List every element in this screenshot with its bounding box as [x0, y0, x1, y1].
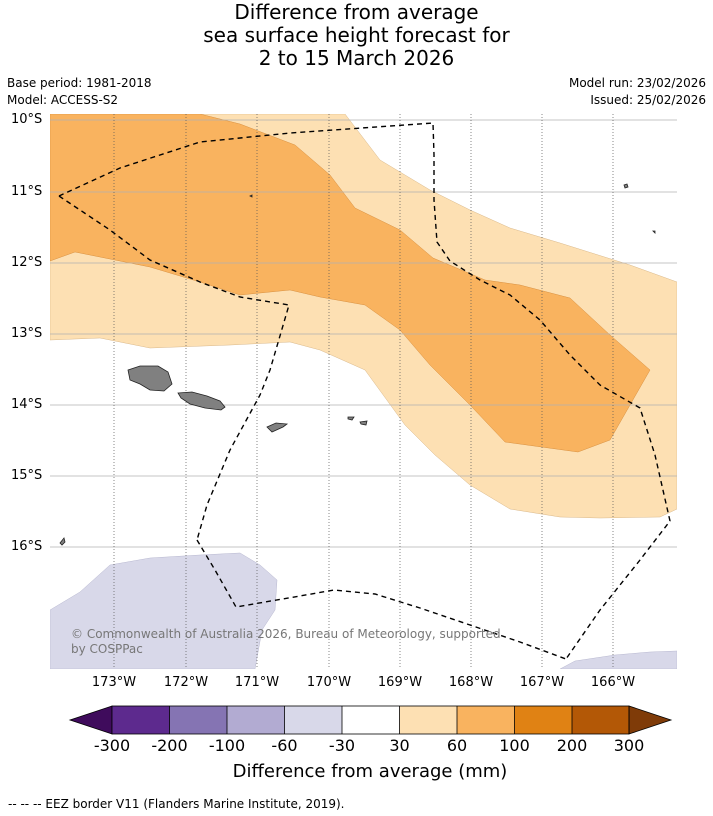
- lon-label-166w: 166°W: [590, 675, 636, 690]
- base-period: Base period: 1981-2018: [7, 76, 152, 90]
- lat-label-12s: 12°S: [11, 255, 43, 270]
- manua-island-1: [347, 416, 355, 421]
- colorbar-bin--300--200: [112, 706, 170, 734]
- lon-label-167w: 167°W: [519, 675, 565, 690]
- lat-label-14s: 14°S: [11, 397, 43, 412]
- colorbar-bin--60--30: [284, 706, 342, 734]
- anomaly-neg-60-neg-30-region-se: [559, 650, 677, 669]
- lon-label-170w: 170°W: [306, 675, 352, 690]
- eez-tokelau-border: [58, 122, 671, 660]
- model-run: Model run: 23/02/2026: [568, 76, 706, 90]
- anomaly-neg-60-neg-30-region: [50, 552, 278, 669]
- colorbar-title: Difference from average (mm): [232, 761, 508, 782]
- colorbar-label-300: 300: [613, 736, 645, 755]
- colorbar-bin-60-100: [457, 706, 515, 734]
- eez-borders: [58, 122, 671, 660]
- model-name: Model: ACCESS-S2: [7, 93, 119, 107]
- colorbar-label-neg60: -60: [271, 736, 298, 755]
- savaii-island: [127, 365, 173, 392]
- lat-label-15s: 15°S: [11, 468, 43, 483]
- colorbar-bin--30-30: [342, 706, 400, 734]
- anomaly-60-100-region: [50, 114, 651, 453]
- colorbar-label-200: 200: [556, 736, 588, 755]
- title-line-3: 2 to 15 March 2026: [258, 46, 455, 70]
- tutuila-island: [266, 422, 289, 433]
- colorbar-label-60: 60: [446, 736, 468, 755]
- colorbar-label-30: 30: [389, 736, 410, 755]
- colorbar-bin--200--100: [169, 706, 227, 734]
- colorbar-bin-200-300: [572, 706, 629, 734]
- colorbar-extend-low: [68, 705, 113, 735]
- lat-label-10s: 10°S: [11, 112, 43, 127]
- eez-american-samoa-border: [196, 539, 567, 660]
- rose-atoll: [652, 230, 656, 234]
- issued-date: Issued: 25/02/2026: [590, 93, 706, 107]
- upolu-island: [177, 391, 226, 411]
- small-islet-west: [59, 537, 66, 546]
- longitude-gridlines: [113, 114, 614, 669]
- latitude-gridlines: [50, 119, 677, 548]
- lon-label-169w: 169°W: [377, 675, 423, 690]
- title-line-1: Difference from average: [234, 0, 479, 24]
- colorbar: [68, 705, 673, 735]
- copyright-notice: © Commonwealth of Australia 2026, Bureau…: [71, 627, 501, 656]
- colorbar-label-neg300: -300: [93, 736, 131, 755]
- lon-label-168w: 168°W: [448, 675, 494, 690]
- colorbar-extend-high: [628, 705, 673, 735]
- lon-label-171w: 171°W: [234, 675, 280, 690]
- lon-label-172w: 172°W: [163, 675, 209, 690]
- colorbar-label-neg100: -100: [208, 736, 246, 755]
- eez-samoa-border: [58, 195, 290, 541]
- lat-label-13s: 13°S: [11, 326, 43, 341]
- colorbar-bin--100--60: [227, 706, 285, 734]
- colorbar-label-neg30: -30: [328, 736, 356, 755]
- swains-island: [623, 183, 629, 189]
- manua-island-2: [359, 420, 368, 426]
- lon-label-173w: 173°W: [91, 675, 137, 690]
- land-islands: [59, 183, 656, 546]
- colorbar-label-neg200: -200: [151, 736, 188, 755]
- colorbar-bin-30-60: [399, 706, 457, 734]
- lat-label-16s: 16°S: [11, 539, 43, 554]
- lat-label-11s: 11°S: [11, 184, 43, 199]
- title-line-2: sea surface height forecast for: [203, 23, 510, 47]
- eez-legend-note: -- -- -- EEZ border V11 (Flanders Marine…: [8, 797, 345, 811]
- colorbar-bin-100-200: [514, 706, 572, 734]
- small-islet-north: [249, 194, 253, 198]
- colorbar-label-100: 100: [499, 736, 530, 755]
